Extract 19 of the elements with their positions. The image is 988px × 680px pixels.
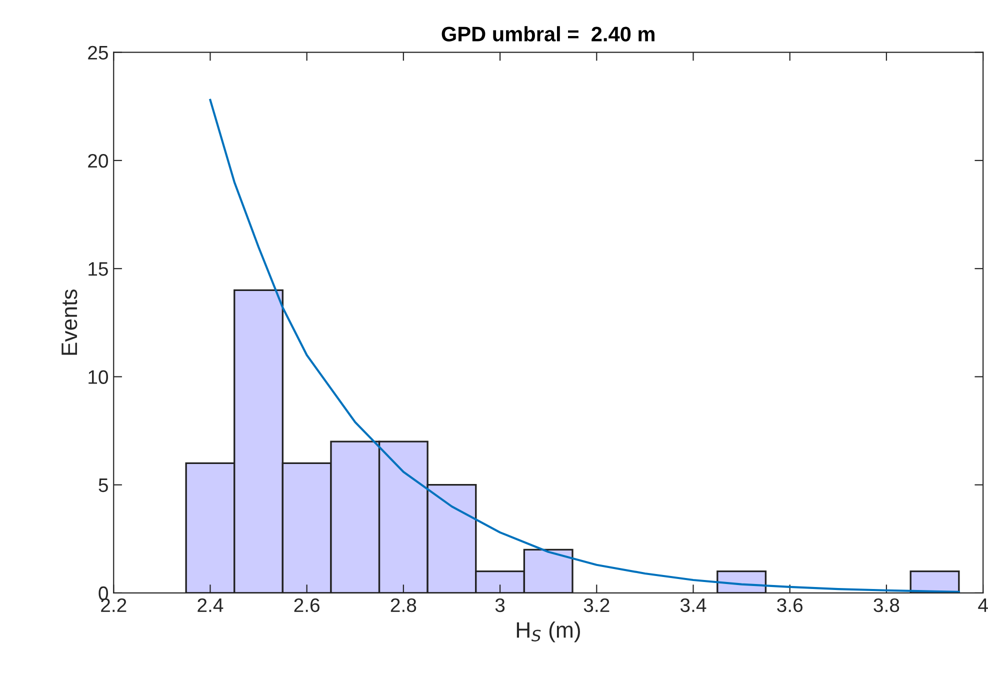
x-tick-label: 2.6 [294,598,320,612]
line-series [209,98,960,593]
x-tick-label: 2.2 [101,598,126,612]
y-tick-label: 20 [88,154,108,168]
x-axis-title: H$_{S}$ (m) [516,622,580,642]
x-tick-label: 4 [978,598,988,612]
x-tick-label: 3.4 [680,598,706,612]
x-tick-label: 2.4 [198,598,224,612]
x-tick-label: 3 [495,598,505,612]
y-tick-label: 5 [98,478,108,492]
x-tick-label: 3.2 [584,598,610,612]
chart-title: GPD umbral = 2.40 m [442,26,654,42]
x-tick-label: 3.6 [777,598,803,612]
x-tick-label: 2.8 [390,598,416,612]
y-tick-label: 15 [88,262,108,276]
y-tick-label: 10 [88,370,108,384]
y-tick-label: 25 [88,46,108,60]
y-axis-title: Events [62,289,78,355]
x-tick-label: 3.8 [874,598,900,612]
